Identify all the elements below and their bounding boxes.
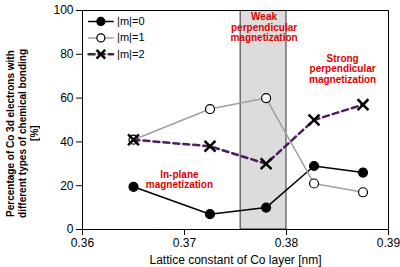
svg-text:0.39: 0.39 [377, 236, 400, 250]
html-text:Percentage of Co 3d electrons: Percentage of Co 3d electrons with diffe… [5, 49, 40, 218]
svg-text:20: 20 [60, 179, 74, 193]
svg-text:Lattice constant of Co layer [: Lattice constant of Co layer [nm] [149, 253, 321, 267]
svg-text:0.38: 0.38 [275, 236, 299, 250]
svg-text:|m|=1: |m|=1 [117, 31, 144, 43]
svg-text:0: 0 [67, 222, 74, 236]
svg-text:80: 80 [60, 47, 74, 61]
svg-text:0.37: 0.37 [173, 236, 197, 250]
svg-text:In-planemagnetization: In-planemagnetization [146, 169, 213, 191]
svg-text:Strongperpendicularmagnetizati: Strongperpendicularmagnetization [309, 53, 376, 85]
svg-text:40: 40 [60, 135, 74, 149]
svg-text:60: 60 [60, 91, 74, 105]
svg-text:Weakperpendicularmagnetization: Weakperpendicularmagnetization [230, 11, 297, 43]
svg-text:0.36: 0.36 [71, 236, 95, 250]
svg-text:100: 100 [53, 3, 73, 17]
svg-text:|m|=0: |m|=0 [117, 15, 144, 27]
svg-text:|m|=2: |m|=2 [117, 48, 144, 60]
